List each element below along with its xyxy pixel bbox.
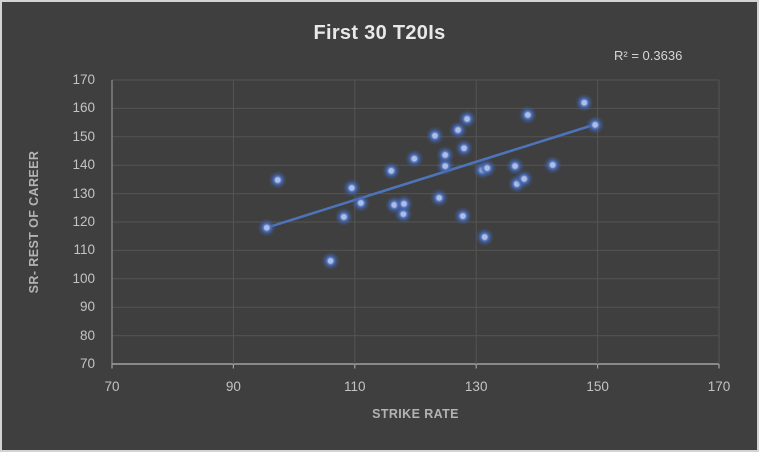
data-point (327, 258, 334, 264)
data-point (275, 177, 281, 183)
data-point (512, 163, 518, 169)
data-point (349, 185, 355, 191)
trendline-segment (265, 122, 598, 229)
data-point (436, 195, 442, 201)
y-tick-label: 120 (72, 214, 95, 229)
data-point (549, 162, 556, 168)
data-point (341, 214, 347, 220)
data-point (401, 201, 407, 207)
y-tick-label: 110 (73, 242, 95, 258)
data-point (464, 116, 470, 122)
y-tick-label: 70 (79, 356, 95, 371)
x-tick-label: 70 (104, 379, 120, 394)
data-point (592, 122, 598, 128)
y-tick-label: 90 (79, 299, 95, 315)
data-point (521, 176, 527, 182)
data-point (525, 112, 531, 118)
x-axis-title: STRIKE RATE (372, 407, 459, 421)
data-point (264, 224, 270, 231)
x-tick-label: 110 (344, 379, 366, 394)
data-point (484, 165, 490, 171)
data-point (481, 234, 488, 240)
x-tick-label: 130 (464, 379, 488, 394)
data-point (460, 213, 466, 219)
y-tick-label: 140 (72, 157, 95, 173)
x-tick-label: 170 (707, 379, 731, 394)
x-tick-label: 150 (586, 379, 609, 394)
data-point (442, 152, 448, 158)
data-point (432, 132, 438, 139)
x-tick-label: 90 (225, 379, 241, 394)
trendline (265, 122, 598, 229)
data-point (411, 155, 417, 162)
y-tick-label: 170 (72, 72, 95, 87)
data-point (581, 100, 587, 106)
chart-title: First 30 T20Is (313, 22, 446, 44)
y-tick-label: 150 (72, 128, 95, 144)
gridlines (111, 79, 720, 369)
data-point (455, 127, 461, 133)
y-tick-label: 100 (72, 270, 95, 286)
data-point (461, 145, 467, 151)
data-point (388, 168, 394, 174)
data-points (257, 93, 605, 270)
data-point (442, 163, 448, 169)
y-tick-label: 80 (79, 327, 95, 343)
data-point (358, 200, 364, 206)
y-tick-label: 130 (72, 185, 95, 201)
r-squared-label: R² = 0.3636 (614, 48, 683, 63)
y-tick-label: 160 (72, 100, 95, 116)
